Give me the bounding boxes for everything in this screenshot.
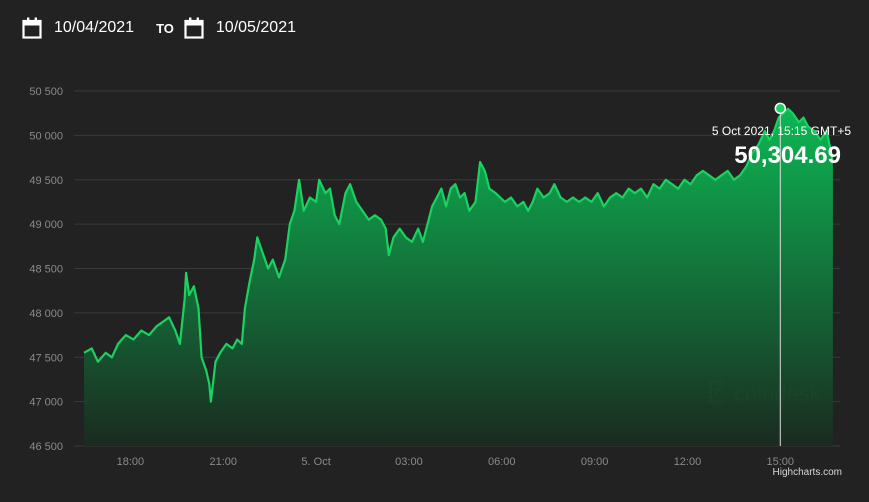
x-tick-label: 12:00 [674, 456, 702, 468]
price-area [84, 108, 833, 447]
end-date[interactable]: 10/05/2021 [215, 19, 296, 36]
y-tick-label: 49 500 [29, 175, 63, 187]
calendar-icon[interactable] [22, 17, 42, 39]
price-line [83, 107, 834, 403]
y-tick-label: 50 000 [29, 130, 63, 142]
highcharts-credits[interactable]: Highcharts.com [773, 467, 842, 478]
y-axis-labels: 46 500 47 000 47 500 48 000 48 500 49 000 49 5… [29, 86, 63, 453]
x-tick-label: 03:00 [395, 456, 423, 468]
y-tick-label: 50 500 [29, 86, 63, 98]
y-tick-label: 47 000 [29, 397, 63, 409]
y-tick-label: 48 500 [29, 264, 63, 276]
start-date[interactable]: 10/04/2021 [54, 19, 135, 36]
date-range-bar: 10/04/2021 TO 10/05/2021 [22, 14, 296, 42]
y-tick-label: 48 000 [29, 308, 63, 320]
x-tick-label: 21:00 [209, 456, 237, 468]
x-tick-label: 09:00 [581, 456, 609, 468]
tooltip-date: 5 Oct 2021, 15:15 GMT+5 [712, 124, 851, 138]
y-tick-label: 49 000 [29, 219, 63, 231]
x-tick-label: 15:00 [767, 456, 795, 468]
tooltip-value: 50,304.69 [734, 142, 841, 169]
date-separator: TO [156, 20, 174, 36]
x-tick-label: 5. Oct [301, 456, 330, 468]
calendar-icon[interactable] [184, 17, 204, 39]
x-tick-label: 18:00 [117, 456, 145, 468]
x-tick-label: 06:00 [488, 456, 516, 468]
x-axis-labels: 18:00 21:00 5. Oct 03:00 06:00 09:00 12:00 15:0… [117, 456, 794, 468]
highlight-point[interactable] [774, 102, 787, 115]
y-tick-label: 47 500 [29, 352, 63, 364]
y-tick-label: 46 500 [29, 441, 63, 453]
